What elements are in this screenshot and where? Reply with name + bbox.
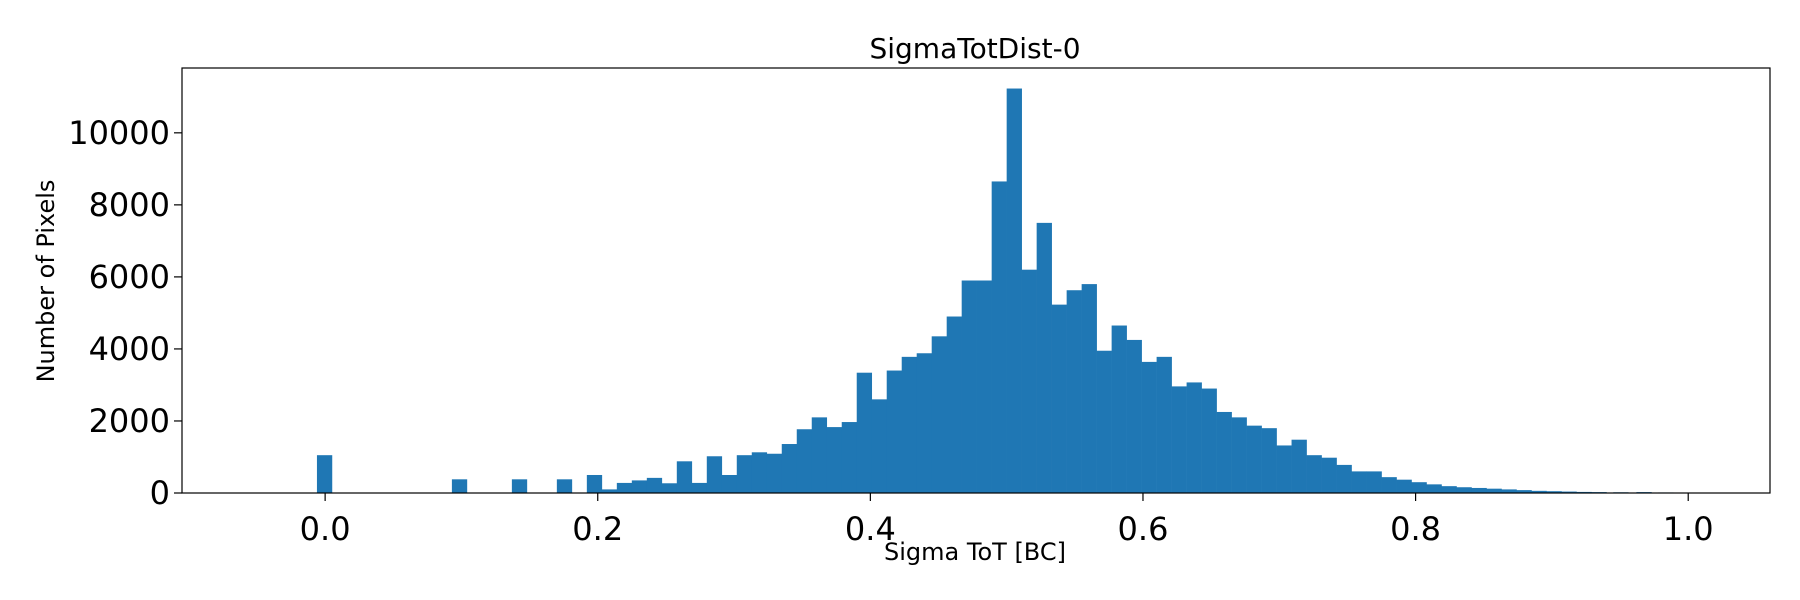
y-tick-label: 0 [150,474,170,512]
histogram-bar [1291,439,1307,493]
histogram-bar [841,422,858,493]
histogram-bar [1531,490,1547,493]
histogram-bar [1351,471,1367,493]
histogram-bar [646,477,663,493]
histogram-bar [1501,489,1517,493]
x-tick-label: 0.8 [1390,510,1441,548]
histogram-bar [586,474,603,493]
histogram-bar [751,452,768,493]
histogram-bar [1051,304,1067,493]
x-tick-label: 1.0 [1663,510,1714,548]
histogram-bar [826,427,843,493]
histogram-bar [1096,350,1112,493]
x-tick-label: 0.4 [845,510,896,548]
histogram-bar [1456,487,1472,493]
histogram-bar [1336,464,1352,493]
y-tick-label: 6000 [89,258,170,296]
histogram-bar [856,372,873,493]
histogram-bar [1066,290,1082,493]
histogram-bar [1126,339,1142,493]
histogram-bar [1321,457,1337,493]
y-axis: 0 2000 4000 6000 8000 10000 [68,114,182,512]
histogram-bar [1546,491,1562,493]
histogram-bar [946,316,962,493]
histogram-bar [1516,490,1532,493]
histogram-bar [886,370,903,493]
histogram-bar [1306,455,1322,493]
histogram-bar [451,479,468,493]
histogram-bar [1441,486,1457,493]
histogram-bar [976,280,992,493]
histogram-bar [1426,484,1442,493]
histogram-bar [1486,488,1502,493]
histogram-bar [1396,479,1412,493]
histogram-bar [1471,487,1487,493]
y-tick-label: 4000 [89,330,170,368]
y-tick-label: 2000 [89,402,170,440]
histogram-bar [601,489,618,493]
histogram-bar [556,479,573,493]
histogram-bar [796,429,813,493]
histogram-bar [781,444,798,493]
histogram-bar [1006,88,1022,493]
histogram-bar [1021,269,1037,493]
histogram-bar [1261,428,1277,493]
histogram-bar [1276,445,1292,493]
y-tick-label: 10000 [68,114,170,152]
x-axis: 0.0 0.2 0.4 0.6 0.8 1.0 [300,493,1714,548]
histogram-bar [616,482,633,493]
histogram-bar [691,482,708,493]
histogram-bar [1171,386,1187,493]
histogram-bar [1186,382,1202,493]
histogram-bar [631,480,648,493]
histogram-bar [991,181,1007,494]
histogram-bar [1561,491,1577,493]
histogram-bar [1036,222,1052,494]
plot-frame [181,67,1771,494]
x-axis-label: Sigma ToT [BC] [884,538,1066,566]
histogram-bar [811,417,828,493]
histogram-bar [676,461,693,493]
bars-group [316,88,1697,494]
histogram-bar [706,456,723,493]
histogram-bar [1141,361,1157,493]
x-tick-label: 0.0 [300,510,351,548]
x-tick-label: 0.2 [572,510,623,548]
chart-title: SigmaTotDist-0 [869,32,1080,65]
histogram-bar [1111,325,1127,493]
histogram-bar [721,474,738,493]
histogram-bar [511,479,528,493]
histogram-bar [871,399,888,493]
histogram-bar [1216,411,1232,493]
x-tick-label: 0.6 [1118,510,1169,548]
y-axis-label: Number of Pixels [32,180,60,383]
histogram-bar [1411,482,1427,493]
histogram-bar [661,483,678,493]
histogram-bar [1081,284,1097,493]
histogram-bar [931,336,947,493]
histogram-bar [316,455,333,493]
histogram-bar [1156,356,1172,493]
histogram-bar [766,453,783,493]
y-tick-label: 8000 [89,186,170,224]
histogram-bar [736,455,753,493]
histogram-bar [901,356,918,493]
histogram-bar [916,353,932,493]
histogram-bar [1366,471,1382,493]
histogram-bar [1201,388,1217,493]
histogram-bar [1246,425,1262,493]
histogram-bar [1231,417,1247,493]
histogram-bar [1381,477,1397,493]
histogram-bar [961,280,977,493]
